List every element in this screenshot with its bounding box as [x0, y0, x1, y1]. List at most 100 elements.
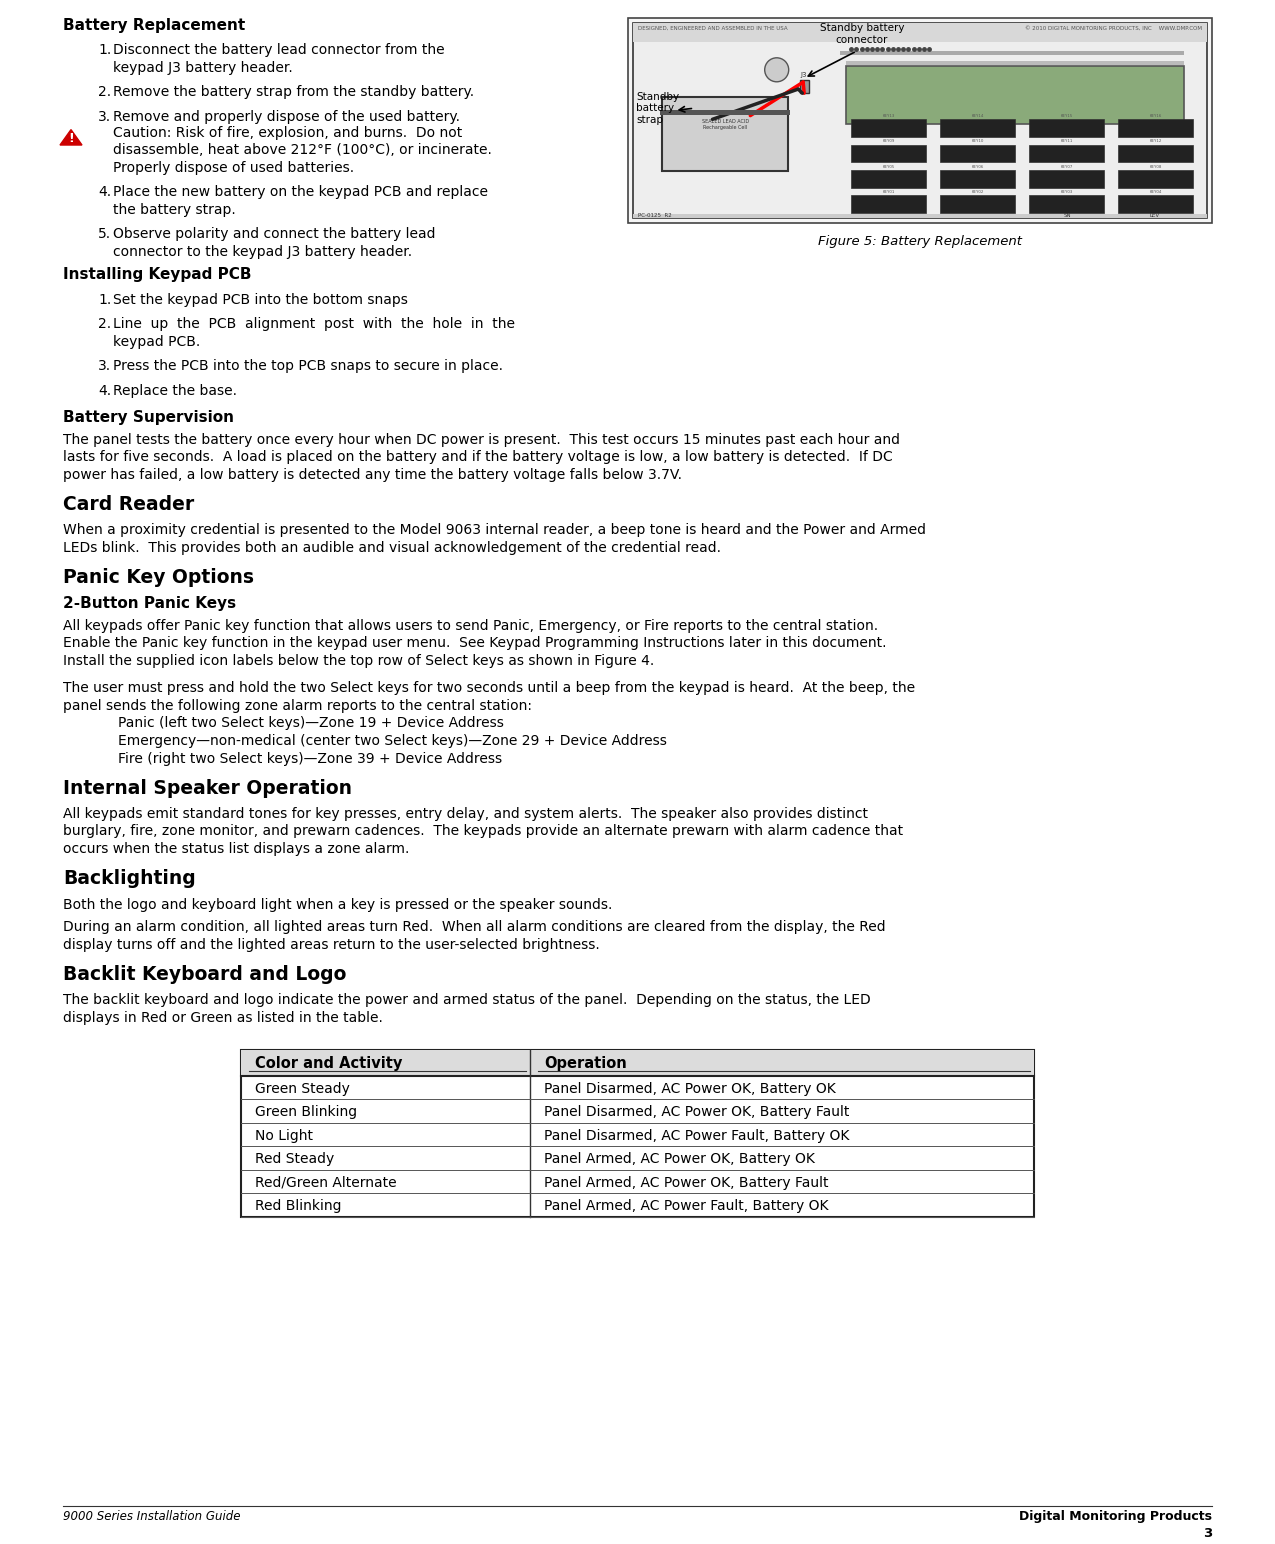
Text: LEDs blink.  This provides both an audible and visual acknowledgement of the cre: LEDs blink. This provides both an audibl…: [62, 540, 720, 554]
Bar: [629, 19, 1213, 222]
Text: KEY14: KEY14: [972, 114, 984, 117]
Text: Panel Disarmed, AC Power OK, Battery Fault: Panel Disarmed, AC Power OK, Battery Fau…: [544, 1106, 850, 1119]
Text: panel sends the following zone alarm reports to the central station:: panel sends the following zone alarm rep…: [62, 699, 532, 713]
Text: SN: SN: [1063, 213, 1071, 219]
Text: Backlit Keyboard and Logo: Backlit Keyboard and Logo: [62, 965, 347, 984]
Text: !: !: [68, 133, 74, 145]
Text: Panel Disarmed, AC Power OK, Battery OK: Panel Disarmed, AC Power OK, Battery OK: [544, 1081, 836, 1096]
Bar: [1029, 170, 1104, 188]
Text: KEY11: KEY11: [1061, 139, 1072, 144]
Bar: [1118, 119, 1192, 137]
Text: KEY05: KEY05: [882, 165, 895, 168]
Text: KEY01: KEY01: [882, 190, 895, 195]
Bar: [852, 119, 926, 137]
Bar: [1118, 170, 1192, 188]
Text: Panel Disarmed, AC Power Fault, Battery OK: Panel Disarmed, AC Power Fault, Battery …: [544, 1129, 850, 1143]
Text: Press the PCB into the top PCB snaps to secure in place.: Press the PCB into the top PCB snaps to …: [113, 360, 504, 374]
Bar: [1118, 196, 1192, 213]
Text: Place the new battery on the keypad PCB and replace: Place the new battery on the keypad PCB …: [113, 185, 488, 199]
Text: Remove the battery strap from the standby battery.: Remove the battery strap from the standb…: [113, 85, 474, 99]
Text: keypad PCB.: keypad PCB.: [113, 335, 200, 349]
Text: KEY12: KEY12: [1149, 139, 1162, 144]
Text: Set the keypad PCB into the bottom snaps: Set the keypad PCB into the bottom snaps: [113, 293, 408, 307]
Text: burglary, fire, zone monitor, and prewarn cadences.  The keypads provide an alte: burglary, fire, zone monitor, and prewar…: [62, 824, 903, 838]
Bar: [799, 80, 808, 93]
Text: Battery Supervision: Battery Supervision: [62, 411, 235, 425]
Text: The user must press and hold the two Select keys for two seconds until a beep fr: The user must press and hold the two Sel…: [62, 681, 915, 695]
Text: Observe polarity and connect the battery lead: Observe polarity and connect the battery…: [113, 227, 436, 241]
Text: Color and Activity: Color and Activity: [255, 1056, 403, 1070]
Bar: [634, 23, 1207, 218]
Text: KEY13: KEY13: [882, 114, 895, 117]
Text: Enable the Panic key function in the keypad user menu.  See Keypad Programming I: Enable the Panic key function in the key…: [62, 636, 886, 650]
Text: the battery strap.: the battery strap.: [113, 202, 236, 216]
Bar: [852, 145, 926, 162]
Text: Standby
battery
strap: Standby battery strap: [636, 91, 680, 125]
Text: display turns off and the lighted areas return to the user-selected brightness.: display turns off and the lighted areas …: [62, 937, 599, 951]
Text: Battery Replacement: Battery Replacement: [62, 19, 245, 32]
Text: During an alarm condition, all lighted areas turn Red.  When all alarm condition: During an alarm condition, all lighted a…: [62, 920, 886, 934]
Text: Panel Armed, AC Power OK, Battery OK: Panel Armed, AC Power OK, Battery OK: [544, 1152, 815, 1166]
Text: occurs when the status list displays a zone alarm.: occurs when the status list displays a z…: [62, 841, 409, 855]
Text: Panel Armed, AC Power OK, Battery Fault: Panel Armed, AC Power OK, Battery Fault: [544, 1175, 829, 1189]
Text: Backlighting: Backlighting: [62, 869, 196, 888]
Text: The panel tests the battery once every hour when DC power is present.  This test: The panel tests the battery once every h…: [62, 432, 900, 446]
Text: 1.: 1.: [98, 43, 111, 57]
Text: Emergency—non-medical (center two Select keys)—Zone 29 + Device Address: Emergency—non-medical (center two Select…: [119, 733, 667, 747]
Text: J3: J3: [801, 73, 807, 79]
Bar: [940, 119, 1015, 137]
Text: KEY08: KEY08: [1149, 165, 1162, 168]
Text: 3.: 3.: [98, 360, 111, 374]
Bar: [660, 111, 790, 114]
Bar: [940, 170, 1015, 188]
Text: KEY10: KEY10: [972, 139, 984, 144]
Text: No Light: No Light: [255, 1129, 314, 1143]
Text: PC-0125  R2: PC-0125 R2: [639, 213, 672, 219]
Bar: [940, 196, 1015, 213]
Text: Fire (right two Select keys)—Zone 39 + Device Address: Fire (right two Select keys)—Zone 39 + D…: [119, 752, 502, 766]
Bar: [241, 1050, 1034, 1217]
Text: Red Blinking: Red Blinking: [255, 1200, 342, 1214]
Text: KEY16: KEY16: [1149, 114, 1162, 117]
Text: All keypads offer Panic key function that allows users to send Panic, Emergency,: All keypads offer Panic key function tha…: [62, 619, 878, 633]
Text: 4.: 4.: [98, 185, 111, 199]
Bar: [1029, 196, 1104, 213]
Text: Standby battery
connector: Standby battery connector: [820, 23, 904, 45]
Text: 3: 3: [1202, 1527, 1213, 1539]
Text: Figure 5: Battery Replacement: Figure 5: Battery Replacement: [819, 235, 1023, 249]
Text: keypad J3 battery header.: keypad J3 battery header.: [113, 60, 293, 74]
Text: Install the supplied icon labels below the top row of Select keys as shown in Fi: Install the supplied icon labels below t…: [62, 655, 654, 669]
Text: displays in Red or Green as listed in the table.: displays in Red or Green as listed in th…: [62, 1011, 382, 1025]
Text: Red Steady: Red Steady: [255, 1152, 334, 1166]
Text: All keypads emit standard tones for key presses, entry delay, and system alerts.: All keypads emit standard tones for key …: [62, 808, 868, 821]
Text: 5.: 5.: [98, 227, 111, 241]
Bar: [845, 62, 1184, 65]
Text: Operation: Operation: [544, 1056, 627, 1070]
Text: 2.: 2.: [98, 85, 111, 99]
Bar: [845, 66, 1184, 125]
Text: KEY04: KEY04: [1149, 190, 1162, 195]
Text: KEY09: KEY09: [882, 139, 895, 144]
Text: Internal Speaker Operation: Internal Speaker Operation: [62, 780, 352, 798]
Bar: [940, 145, 1015, 162]
Text: Caution: Risk of fire, explosion, and burns.  Do not: Caution: Risk of fire, explosion, and bu…: [113, 125, 463, 139]
Polygon shape: [60, 130, 82, 145]
Bar: [1118, 145, 1192, 162]
Text: DESIGNED, ENGINEERED AND ASSEMBLED IN THE USA: DESIGNED, ENGINEERED AND ASSEMBLED IN TH…: [639, 25, 788, 31]
Text: Panic (left two Select keys)—Zone 19 + Device Address: Panic (left two Select keys)—Zone 19 + D…: [119, 716, 504, 730]
Text: Both the logo and keyboard light when a key is pressed or the speaker sounds.: Both the logo and keyboard light when a …: [62, 897, 612, 911]
Text: Line  up  the  PCB  alignment  post  with  the  hole  in  the: Line up the PCB alignment post with the …: [113, 317, 515, 332]
Text: © 2010 DIGITAL MONITORING PRODUCTS, INC    WWW.DMP.COM: © 2010 DIGITAL MONITORING PRODUCTS, INC …: [1025, 25, 1202, 31]
Text: Card Reader: Card Reader: [62, 496, 194, 514]
Text: disassemble, heat above 212°F (100°C), or incinerate.: disassemble, heat above 212°F (100°C), o…: [113, 144, 492, 157]
Text: 9000 Series Installation Guide: 9000 Series Installation Guide: [62, 1510, 241, 1522]
Text: The backlit keyboard and logo indicate the power and armed status of the panel. : The backlit keyboard and logo indicate t…: [62, 993, 871, 1007]
Bar: [1029, 145, 1104, 162]
Bar: [1029, 119, 1104, 137]
Text: 1.: 1.: [98, 293, 111, 307]
Text: Digital Monitoring Products: Digital Monitoring Products: [1019, 1510, 1213, 1522]
Circle shape: [765, 57, 789, 82]
Text: When a proximity credential is presented to the Model 9063 internal reader, a be: When a proximity credential is presented…: [62, 523, 926, 537]
Text: 3.: 3.: [98, 110, 111, 124]
Text: Green Blinking: Green Blinking: [255, 1106, 357, 1119]
